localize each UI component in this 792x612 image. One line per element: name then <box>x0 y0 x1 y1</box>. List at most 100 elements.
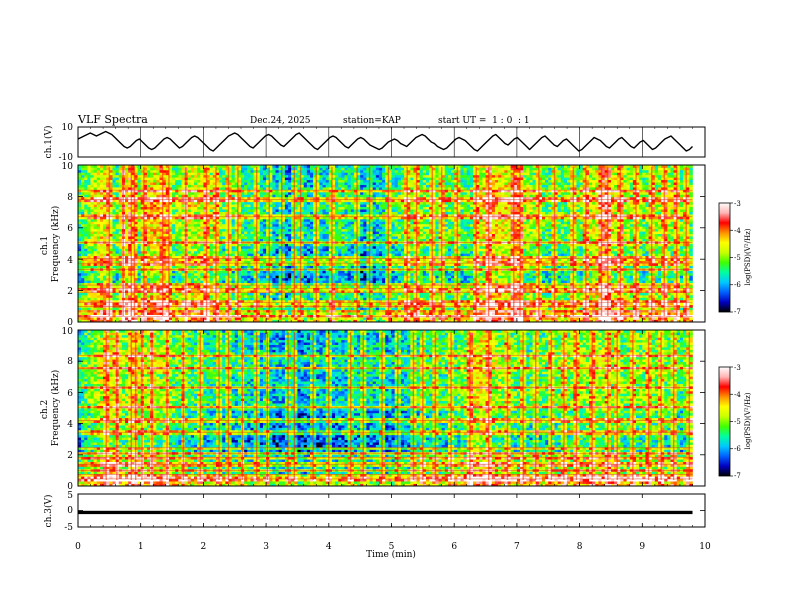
spectrogram-cell <box>307 290 310 293</box>
spectrogram-cell <box>263 185 266 188</box>
spectrogram-cell <box>119 275 122 278</box>
spectrogram-cell <box>147 275 150 278</box>
spectrogram-cell <box>250 182 253 185</box>
spectrogram-cell <box>91 177 94 180</box>
spectrogram-cell <box>125 266 128 269</box>
spectrogram-cell <box>219 224 222 227</box>
spectrogram-cell <box>285 202 288 205</box>
spectrogram-cell <box>197 209 200 212</box>
spectrogram-cell <box>172 221 175 224</box>
spectrogram-cell <box>119 209 122 212</box>
spectrogram-cell <box>178 182 181 185</box>
spectrogram-cell <box>150 219 153 222</box>
spectrogram-cell <box>188 234 191 237</box>
spectrogram-cell <box>103 209 106 212</box>
spectrogram-cell <box>78 170 81 173</box>
spectrogram-cell <box>84 231 87 234</box>
spectrogram-cell <box>100 207 103 210</box>
spectrogram-cell <box>138 226 141 229</box>
spectrogram-cell <box>94 239 97 242</box>
spectrogram-cell <box>219 290 222 293</box>
spectrogram-cell <box>150 246 153 249</box>
spectrogram-cell <box>191 266 194 269</box>
spectrogram-cell <box>260 312 263 315</box>
spectrogram-cell <box>91 202 94 205</box>
spectrogram-cell <box>307 248 310 251</box>
spectrogram-cell <box>191 214 194 217</box>
spectrogram-cell <box>91 226 94 229</box>
spectrogram-cell <box>147 248 150 251</box>
spectrogram-cell <box>310 275 313 278</box>
spectrogram-cell <box>103 280 106 283</box>
spectrogram-cell <box>272 214 275 217</box>
spectrogram-cell <box>97 180 100 183</box>
spectrogram-cell <box>91 263 94 266</box>
spectrogram-cell <box>288 253 291 256</box>
spectrogram-cell <box>138 209 141 212</box>
spectrogram-cell <box>94 270 97 273</box>
spectrogram-cell <box>250 273 253 276</box>
spectrogram-cell <box>125 275 128 278</box>
spectrogram-cell <box>153 209 156 212</box>
spectrogram-cell <box>91 214 94 217</box>
spectrogram-cell <box>194 185 197 188</box>
spectrogram-cell <box>84 239 87 242</box>
spectrogram-cell <box>150 307 153 310</box>
spectrogram-cell <box>260 280 263 283</box>
spectrogram-cell <box>178 290 181 293</box>
spectrogram-cell <box>250 295 253 298</box>
spectrogram-cell <box>288 307 291 310</box>
spectrogram-cell <box>304 187 307 190</box>
spectrogram-cell <box>310 266 313 269</box>
spectrogram-cell <box>181 285 184 288</box>
spectrogram-cell <box>232 172 235 175</box>
spectrogram-cell <box>97 175 100 178</box>
spectrogram-cell <box>272 244 275 247</box>
spectrogram-cell <box>310 251 313 254</box>
spectrogram-cell <box>91 207 94 210</box>
spectrogram-cell <box>94 290 97 293</box>
spectrogram-cell <box>138 307 141 310</box>
spectrogram-cell <box>263 202 266 205</box>
spectrogram-cell <box>119 317 122 320</box>
spectrogram-cell <box>138 180 141 183</box>
spectrogram-cell <box>147 207 150 210</box>
spectrogram-cell <box>116 172 119 175</box>
spectrogram-cell <box>150 214 153 217</box>
spectrogram-cell <box>87 231 90 234</box>
spectrogram-cell <box>119 175 122 178</box>
spectrogram-cell <box>232 307 235 310</box>
spectrogram-cell <box>247 229 250 232</box>
spectrogram-cell <box>310 302 313 305</box>
spectrogram-cell <box>147 219 150 222</box>
spectrogram-cell <box>260 270 263 273</box>
spectrogram-cell <box>94 192 97 195</box>
spectrogram-cell <box>119 280 122 283</box>
spectrogram-cell <box>188 246 191 249</box>
spectrogram-cell <box>84 212 87 215</box>
spectrogram-cell <box>172 297 175 300</box>
spectrogram-cell <box>150 275 153 278</box>
spectrogram-cell <box>112 185 115 188</box>
spectrogram-cell <box>191 234 194 237</box>
spectrogram-cell <box>288 295 291 298</box>
spectrogram-cell <box>307 315 310 318</box>
spectrogram-cell <box>288 226 291 229</box>
spectrogram-cell <box>150 266 153 269</box>
spectrogram-cell <box>194 202 197 205</box>
spectrogram-cell <box>241 214 244 217</box>
spectrogram-cell <box>200 182 203 185</box>
spectrogram-cell <box>178 236 181 239</box>
spectrogram-cell <box>84 295 87 298</box>
spectrogram-cell <box>94 266 97 269</box>
spectrogram-cell <box>241 167 244 170</box>
spectrogram-cell <box>191 290 194 293</box>
spectrogram-cell <box>153 312 156 315</box>
spectrogram-cell <box>100 307 103 310</box>
spectrogram-cell <box>241 275 244 278</box>
spectrogram-cell <box>103 172 106 175</box>
spectrogram-cell <box>307 224 310 227</box>
spectrogram-cell <box>247 248 250 251</box>
spectrogram-cell <box>285 236 288 239</box>
spectrogram-cell <box>194 187 197 190</box>
